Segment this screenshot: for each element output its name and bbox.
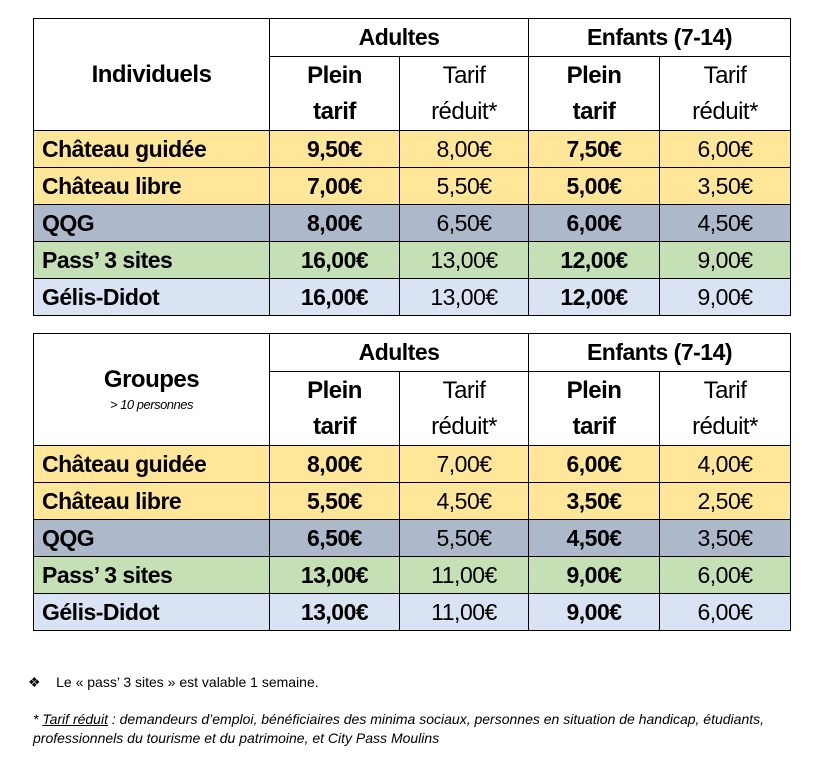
header-enfants: Enfants (7-14) xyxy=(528,18,791,57)
header-plein-tarif: Plein tarif xyxy=(269,371,400,446)
price-cell: 9,00€ xyxy=(528,593,660,631)
table-row: Château guidée 9,50€ 8,00€ 7,50€ 6,00€ xyxy=(33,130,791,168)
header-plein-tarif: Plein tarif xyxy=(269,56,400,131)
pass-validity-text: Le « pass’ 3 sites » est valable 1 semai… xyxy=(56,674,319,690)
table-row: Pass’ 3 sites 13,00€ 11,00€ 9,00€ 6,00€ xyxy=(33,556,791,594)
price-cell: 9,50€ xyxy=(269,130,400,168)
header-tarif-reduit: Tarif réduit* xyxy=(659,371,791,446)
table-row: Château guidée 8,00€ 7,00€ 6,00€ 4,00€ xyxy=(33,445,791,483)
row-label: Pass’ 3 sites xyxy=(33,241,270,279)
table-row: Pass’ 3 sites 16,00€ 13,00€ 12,00€ 9,00€ xyxy=(33,241,791,279)
price-cell: 2,50€ xyxy=(659,482,791,520)
price-cell: 7,00€ xyxy=(269,167,400,205)
header-enfants: Enfants (7-14) xyxy=(528,333,791,372)
row-label: Gélis-Didot xyxy=(33,278,270,316)
footnote-text: : demandeurs d’emploi, bénéficiaires des… xyxy=(33,711,765,746)
price-cell: 6,00€ xyxy=(659,556,791,594)
price-cell: 12,00€ xyxy=(528,241,660,279)
price-cell: 4,50€ xyxy=(399,482,529,520)
price-cell: 6,50€ xyxy=(399,204,529,242)
row-label: Château libre xyxy=(33,482,270,520)
row-label: Gélis-Didot xyxy=(33,593,270,631)
price-cell: 13,00€ xyxy=(399,278,529,316)
row-label: QQG xyxy=(33,204,270,242)
individual-price-table: Individuels Adultes Enfants (7-14) Plein t… xyxy=(33,18,791,316)
row-label: Pass’ 3 sites xyxy=(33,556,270,594)
table-row: Gélis-Didot 16,00€ 13,00€ 12,00€ 9,00€ xyxy=(33,278,791,316)
price-cell: 7,00€ xyxy=(399,445,529,483)
price-cell: 8,00€ xyxy=(269,445,400,483)
price-cell: 16,00€ xyxy=(269,278,400,316)
price-cell: 6,00€ xyxy=(528,445,660,483)
header-tarif-reduit: Tarif réduit* xyxy=(399,56,529,131)
table-row: QQG 8,00€ 6,50€ 6,00€ 4,50€ xyxy=(33,204,791,242)
group-price-table: Groupes > 10 personnes Adultes Enfants (7… xyxy=(33,333,791,631)
price-cell: 13,00€ xyxy=(269,556,400,594)
price-cell: 4,50€ xyxy=(528,519,660,557)
price-cell: 13,00€ xyxy=(399,241,529,279)
table-row: Château libre 5,50€ 4,50€ 3,50€ 2,50€ xyxy=(33,482,791,520)
price-cell: 5,50€ xyxy=(269,482,400,520)
price-cell: 6,00€ xyxy=(659,130,791,168)
price-cell: 5,00€ xyxy=(528,167,660,205)
table-title: Individuels xyxy=(33,18,270,131)
price-cell: 7,50€ xyxy=(528,130,660,168)
row-label: Château guidée xyxy=(33,445,270,483)
header-tarif-reduit: Tarif réduit* xyxy=(399,371,529,446)
price-cell: 9,00€ xyxy=(528,556,660,594)
header-tarif-reduit: Tarif réduit* xyxy=(659,56,791,131)
row-label: Château libre xyxy=(33,167,270,205)
row-label: Château guidée xyxy=(33,130,270,168)
price-cell: 5,50€ xyxy=(399,519,529,557)
price-cell: 6,50€ xyxy=(269,519,400,557)
price-cell: 8,00€ xyxy=(399,130,529,168)
price-cell: 3,50€ xyxy=(659,167,791,205)
header-adultes: Adultes xyxy=(269,333,529,372)
footnote-star: * xyxy=(33,711,43,727)
price-cell: 16,00€ xyxy=(269,241,400,279)
pass-validity-note: ❖ Le « pass’ 3 sites » est valable 1 sem… xyxy=(28,674,319,691)
header-adultes: Adultes xyxy=(269,18,529,57)
price-cell: 3,50€ xyxy=(528,482,660,520)
price-cell: 9,00€ xyxy=(659,241,791,279)
price-cell: 12,00€ xyxy=(528,278,660,316)
price-cell: 13,00€ xyxy=(269,593,400,631)
diamond-bullet-icon: ❖ xyxy=(28,674,41,690)
price-cell: 6,00€ xyxy=(528,204,660,242)
price-cell: 6,00€ xyxy=(659,593,791,631)
reduced-rate-footnote: * Tarif réduit : demandeurs d’emploi, bé… xyxy=(33,710,803,748)
table-title: Groupes > 10 personnes xyxy=(33,333,270,446)
header-plein-tarif: Plein tarif xyxy=(528,371,660,446)
price-cell: 4,00€ xyxy=(659,445,791,483)
footnote-term: Tarif réduit xyxy=(42,711,108,727)
table-subtitle: > 10 personnes xyxy=(110,397,193,412)
price-cell: 3,50€ xyxy=(659,519,791,557)
price-cell: 5,50€ xyxy=(399,167,529,205)
price-cell: 9,00€ xyxy=(659,278,791,316)
header-plein-tarif: Plein tarif xyxy=(528,56,660,131)
price-cell: 4,50€ xyxy=(659,204,791,242)
price-cell: 8,00€ xyxy=(269,204,400,242)
price-cell: 11,00€ xyxy=(399,556,529,594)
table-row: Château libre 7,00€ 5,50€ 5,00€ 3,50€ xyxy=(33,167,791,205)
price-cell: 11,00€ xyxy=(399,593,529,631)
table-row: Gélis-Didot 13,00€ 11,00€ 9,00€ 6,00€ xyxy=(33,593,791,631)
row-label: QQG xyxy=(33,519,270,557)
table-row: QQG 6,50€ 5,50€ 4,50€ 3,50€ xyxy=(33,519,791,557)
